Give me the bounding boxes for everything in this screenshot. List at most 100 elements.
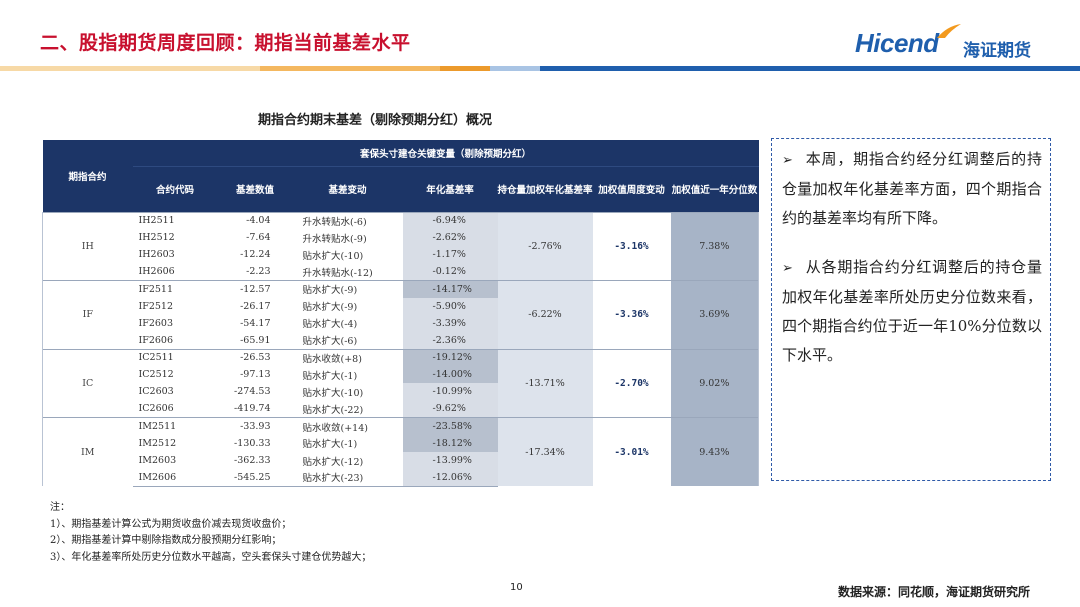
weighted-annualized-basis: -2.76% [497, 211, 593, 281]
weighted-annualized-basis: -6.22% [497, 280, 593, 350]
annualized-basis: -10.99% [402, 383, 498, 401]
one-year-percentile: 3.69% [670, 280, 760, 350]
basis-change: 贴水收敛(+14) [292, 417, 403, 435]
data-source: 数据来源：同花顺，海证期货研究所 [838, 585, 1031, 599]
basis-change: 贴水扩大(-23) [292, 469, 403, 487]
annualized-basis: -19.12% [402, 348, 498, 367]
annualized-basis: -12.06% [402, 469, 498, 487]
annualized-basis: -14.17% [402, 280, 498, 298]
weekly-change: -3.16% [592, 211, 671, 281]
annualized-basis: -2.62% [402, 229, 498, 247]
col-header-change: 基差变动 [292, 165, 403, 212]
annualized-basis: -18.12% [402, 434, 498, 452]
col-header-basis: 基差数值 [217, 165, 293, 212]
one-year-percentile: 9.02% [670, 348, 760, 418]
basis-change: 贴水扩大(-10) [302, 387, 364, 399]
annualized-basis: -0.12% [402, 263, 498, 282]
table-row: IM2512 -130.33 贴水扩大(-1) -18.12% [43, 434, 759, 452]
table-notes: 注： 1）、期指基差计算公式为期货收盘价减去现货收盘价； 2）、期指基差计算中剔… [50, 500, 371, 566]
basis-value: -97.13 [240, 369, 271, 381]
basis-change: 升水转贴水(-9) [302, 233, 367, 245]
annualized-basis: -6.94% [402, 211, 498, 230]
note-item: 2）、期指基差计算中剔除指数成分股预期分红影响； [50, 535, 282, 546]
basis-value: -130.33 [234, 437, 271, 449]
arrow-bullet-icon: ➢ [782, 153, 793, 168]
table-caption: 期指合约期末基差（剔除预期分红）概况 [258, 113, 493, 128]
commentary-box: ➢ 本周，期指合约经分红调整后的持仓量加权年化基差率方面，四个期指合约的基差率均有… [771, 138, 1051, 481]
logo-swoosh-icon [937, 24, 961, 38]
contract-code: IM2511 [132, 417, 218, 435]
table-row: IM2603 -362.33 贴水扩大(-12) -13.99% [43, 451, 759, 470]
weekly-change: -2.70% [592, 348, 671, 418]
basis-table: 期指合约 套保头寸建仓关键变量（剔除预期分红） 合约代码 基差数值 基差变动 年… [42, 140, 760, 487]
table-row: IH2512 -7.64 升水转贴水(-9) -2.62% [43, 229, 759, 247]
contract-code: IF2512 [138, 300, 174, 312]
basis-change: 贴水扩大(-1) [302, 370, 358, 382]
contract-code: IC2511 [132, 348, 218, 367]
annualized-basis: -1.17% [402, 246, 498, 264]
note-item: 1）、期指基差计算公式为期货收盘价减去现货收盘价； [50, 518, 292, 530]
contract-code: IH2511 [132, 211, 218, 230]
basis-change: 贴水扩大(-22) [292, 400, 403, 419]
col-header-weighted: 持仓量加权年化基差率 [497, 165, 593, 212]
logo-wordmark: Hicend [855, 28, 939, 58]
contract-code: IM2606 [132, 469, 218, 487]
group-label: IH [42, 211, 133, 281]
group-label: IF [42, 280, 133, 350]
basis-value: -12.57 [217, 280, 293, 298]
annualized-basis: -3.39% [402, 314, 498, 332]
annualized-basis: -5.90% [402, 297, 498, 315]
basis-value: -362.33 [234, 455, 271, 467]
basis-change: 贴水扩大(-4) [302, 319, 358, 331]
annualized-basis: -2.36% [402, 331, 498, 350]
table-row: IF2603 -54.17 贴水扩大(-4) -3.39% [43, 314, 759, 332]
annualized-basis: -14.00% [402, 366, 498, 384]
col-header-percentile: 加权值近一年分位数 [670, 165, 759, 212]
basis-value: -7.64 [246, 232, 271, 244]
basis-change: 升水转贴水(-12) [292, 263, 403, 282]
contract-code: IC2606 [132, 400, 218, 419]
basis-change: 贴水扩大(-10) [302, 250, 364, 262]
table-row: IF IF2511 -12.57 贴水扩大(-9) -14.17% -6.22%… [42, 280, 760, 350]
annualized-basis: -23.58% [402, 417, 498, 435]
table-row: IC2512 -97.13 贴水扩大(-1) -14.00% [43, 366, 759, 384]
group-label: IM [42, 417, 133, 487]
contract-code: IF2511 [132, 280, 218, 298]
contract-code: IM2603 [138, 455, 177, 467]
contract-code: IH2606 [132, 263, 218, 282]
weekly-change: -3.01% [592, 417, 671, 487]
basis-change: 贴水扩大(-1) [302, 439, 358, 451]
commentary-paragraph: ➢ 本周，期指合约经分红调整后的持仓量加权年化基差率方面，四个期指合约的基差率均有… [782, 150, 1042, 227]
basis-value: -54.17 [240, 317, 271, 329]
basis-change: 贴水收敛(+8) [292, 348, 403, 367]
header-contract-group: 期指合约 [42, 140, 133, 212]
contract-code: IH2603 [138, 249, 175, 261]
basis-change: 贴水扩大(-12) [302, 456, 364, 468]
basis-value: -419.74 [217, 400, 293, 419]
basis-change: 贴水扩大(-9) [292, 280, 403, 298]
basis-value: -33.93 [217, 417, 293, 435]
commentary-paragraph: ➢ 从各期指合约分红调整后的持仓量加权年化基差率所处历史分位数来看，四个期指合约位… [782, 258, 1042, 364]
contract-code: IH2512 [138, 232, 175, 244]
basis-value: -4.04 [217, 211, 293, 230]
table-row: IF2606 -65.91 贴水扩大(-6) -2.36% [43, 331, 759, 350]
table-row: IM2606 -545.25 贴水扩大(-23) -12.06% [43, 469, 759, 487]
note-item: 3）、年化基差率所处历史分位数水平越高，空头套保头寸建仓优势越大； [50, 551, 372, 563]
basis-value: -65.91 [217, 331, 293, 350]
basis-value: -26.53 [217, 348, 293, 367]
table-row: IF2512 -26.17 贴水扩大(-9) -5.90% [43, 297, 759, 315]
basis-value: -26.17 [240, 300, 271, 312]
header-key-variables: 套保头寸建仓关键变量（剔除预期分红） [132, 140, 759, 166]
basis-value: -274.53 [234, 386, 271, 398]
weekly-change: -3.36% [592, 280, 671, 350]
contract-code: IF2603 [138, 317, 174, 329]
arrow-bullet-icon: ➢ [782, 261, 793, 276]
weighted-annualized-basis: -17.34% [497, 417, 593, 487]
notes-heading: 注： [50, 502, 70, 513]
table-row: IC2603 -274.53 贴水扩大(-10) -10.99% [43, 383, 759, 401]
basis-change: 升水转贴水(-6) [292, 211, 403, 230]
basis-change: 贴水扩大(-9) [302, 302, 358, 314]
table-row: IH IH2511 -4.04 升水转贴水(-6) -6.94% -2.76% … [42, 211, 760, 281]
contract-code: IF2606 [132, 331, 218, 350]
annualized-basis: -13.99% [402, 451, 498, 470]
